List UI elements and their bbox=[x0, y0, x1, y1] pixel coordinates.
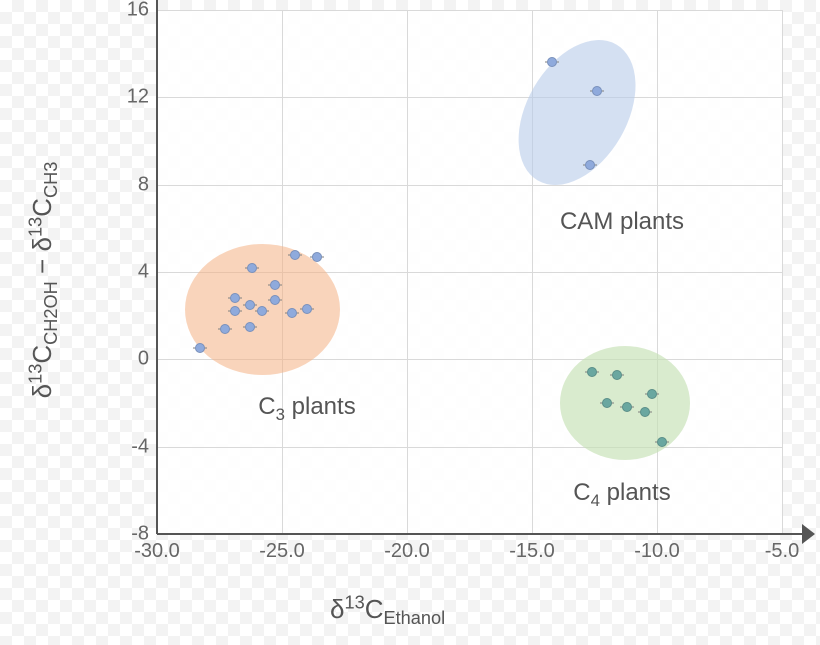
marker-dot bbox=[585, 160, 595, 170]
x-axis-arrow-icon bbox=[802, 524, 815, 544]
y-tick-label: 4 bbox=[138, 261, 157, 284]
marker-dot bbox=[302, 304, 312, 314]
y-axis-title: δ13CCH2OH − δ13CCH3 bbox=[27, 162, 58, 399]
x-axis-title: δ13CEthanol bbox=[330, 594, 445, 625]
marker-dot bbox=[245, 322, 255, 332]
y-tick-label: 12 bbox=[127, 86, 157, 109]
y-tick-label: 8 bbox=[138, 173, 157, 196]
cluster-c3-plants-label: C3 plants bbox=[258, 393, 355, 421]
cluster-cam-plants-label: CAM plants bbox=[560, 208, 684, 236]
grid-h bbox=[157, 97, 782, 98]
grid-v bbox=[782, 10, 783, 534]
grid-h bbox=[157, 185, 782, 186]
marker-dot bbox=[587, 367, 597, 377]
y-tick-label: -8 bbox=[131, 523, 157, 546]
marker-dot bbox=[640, 407, 650, 417]
grid-h bbox=[157, 10, 782, 11]
marker-dot bbox=[622, 402, 632, 412]
marker-dot bbox=[592, 86, 602, 96]
cluster-c4-plants-label: C4 plants bbox=[573, 479, 670, 507]
y-tick-label: -4 bbox=[131, 435, 157, 458]
marker-dot bbox=[602, 398, 612, 408]
marker-dot bbox=[270, 280, 280, 290]
marker-dot bbox=[230, 306, 240, 316]
marker-dot bbox=[647, 389, 657, 399]
x-tick-label: -10.0 bbox=[634, 540, 680, 563]
x-tick-label: -15.0 bbox=[509, 540, 555, 563]
marker-dot bbox=[612, 370, 622, 380]
y-tick-label: 0 bbox=[138, 348, 157, 371]
marker-dot bbox=[657, 437, 667, 447]
grid-h bbox=[157, 359, 782, 360]
marker-dot bbox=[195, 343, 205, 353]
x-tick-label: -25.0 bbox=[259, 540, 305, 563]
marker-dot bbox=[230, 293, 240, 303]
x-tick-label: -5.0 bbox=[765, 540, 799, 563]
marker-dot bbox=[257, 306, 267, 316]
x-axis bbox=[157, 533, 804, 535]
marker-dot bbox=[247, 263, 257, 273]
marker-dot bbox=[287, 308, 297, 318]
y-tick-label: 16 bbox=[127, 0, 157, 22]
marker-dot bbox=[270, 295, 280, 305]
marker-dot bbox=[220, 324, 230, 334]
marker-dot bbox=[547, 57, 557, 67]
marker-dot bbox=[245, 300, 255, 310]
marker-dot bbox=[312, 252, 322, 262]
marker-dot bbox=[290, 250, 300, 260]
grid-h bbox=[157, 447, 782, 448]
x-tick-label: -20.0 bbox=[384, 540, 430, 563]
chart-stage: -30.0-25.0-20.0-15.0-10.0-5.0-8-40481216… bbox=[0, 0, 820, 645]
